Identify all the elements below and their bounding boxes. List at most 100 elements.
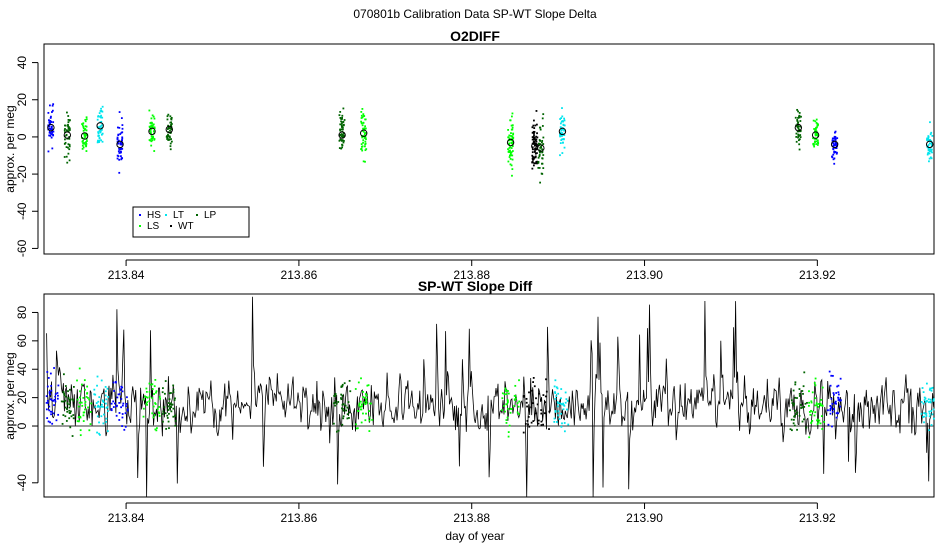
scatter-point-LS xyxy=(817,135,819,137)
scatter-point-LS xyxy=(152,136,155,139)
overlay-point-LS xyxy=(505,393,508,396)
scatter-point-HS xyxy=(50,136,53,139)
overlay-point-LP xyxy=(171,403,174,406)
scatter-point-LP xyxy=(65,129,68,132)
scatter-point-LP xyxy=(340,124,343,127)
scatter-point-HS xyxy=(836,137,839,140)
overlay-point-LP xyxy=(164,392,166,395)
overlay-point-LT xyxy=(93,393,96,396)
overlay-point-LS xyxy=(356,427,359,430)
scatter-point-HS xyxy=(117,133,120,136)
scatter-point-LP xyxy=(64,128,66,130)
scatter-point-WT xyxy=(531,126,534,129)
panel1-x-tick-label: 213.86 xyxy=(281,268,318,282)
overlay-point-HS xyxy=(49,398,52,401)
panel2-y-tick-label: 60 xyxy=(15,334,29,348)
overlay-point-LS xyxy=(355,427,358,430)
scatter-point-LP xyxy=(339,111,342,113)
overlay-point-HS xyxy=(113,402,116,405)
overlay-point-HS xyxy=(835,392,838,394)
legend-swatch-HS xyxy=(139,214,141,216)
overlay-point-HS xyxy=(55,419,58,422)
scatter-point-LS xyxy=(512,133,515,136)
overlay-point-LT xyxy=(106,387,109,390)
scatter-point-HS xyxy=(49,134,52,137)
panel1-y-tick-label: -60 xyxy=(15,239,29,257)
overlay-point-LT xyxy=(925,412,928,415)
overlay-point-LS xyxy=(365,394,368,397)
scatter-point-LP xyxy=(796,120,799,122)
overlay-point-LT xyxy=(560,388,563,390)
overlay-point-LT xyxy=(97,400,100,403)
overlay-point-HS xyxy=(46,385,49,388)
overlay-point-WT xyxy=(532,376,535,379)
overlay-point-LP xyxy=(341,394,344,397)
overlay-point-LS xyxy=(515,397,517,400)
overlay-point-LP xyxy=(793,409,796,412)
overlay-point-WT xyxy=(540,409,543,411)
scatter-point-LP xyxy=(541,125,544,127)
scatter-point-LT xyxy=(561,120,564,122)
scatter-point-LS xyxy=(362,141,364,144)
legend-box xyxy=(132,206,250,238)
scatter-point-LP xyxy=(167,124,169,127)
overlay-point-LP xyxy=(794,383,797,386)
scatter-point-HS xyxy=(121,136,124,139)
scatter-point-LP xyxy=(67,143,70,146)
scatter-point-LP xyxy=(797,130,800,133)
scatter-point-HS xyxy=(48,119,50,122)
scatter-point-LP xyxy=(169,142,172,145)
overlay-point-LP xyxy=(65,408,68,410)
scatter-point-LT xyxy=(101,116,104,119)
scatter-point-HS xyxy=(834,131,836,134)
overlay-point-LS xyxy=(155,391,157,394)
overlay-point-LP xyxy=(62,373,65,376)
overlay-point-LS xyxy=(516,402,519,405)
overlay-point-LS xyxy=(155,427,158,430)
overlay-point-LS xyxy=(87,396,89,399)
overlay-point-LP xyxy=(63,392,65,395)
scatter-point-LS xyxy=(363,115,366,117)
panel2-y-label: approx. per meg xyxy=(3,352,17,439)
group-mean-marker xyxy=(811,131,820,139)
overlay-point-LP xyxy=(68,406,71,409)
overlay-point-HS xyxy=(45,395,48,398)
overlay-point-HS xyxy=(827,423,830,426)
overlay-point-WT xyxy=(532,381,535,383)
overlay-point-LT xyxy=(563,430,566,433)
scatter-point-LP xyxy=(341,143,343,146)
overlay-point-HS xyxy=(113,390,115,392)
overlay-point-WT xyxy=(536,403,539,406)
scatter-point-WT xyxy=(532,136,535,139)
scatter-point-LP xyxy=(537,161,540,164)
scatter-point-WT xyxy=(532,143,535,145)
scatter-point-LP xyxy=(169,121,172,124)
overlay-point-HS xyxy=(112,406,115,408)
scatter-point-LS xyxy=(150,132,152,135)
scatter-point-LP xyxy=(64,131,66,134)
overlay-point-LS xyxy=(365,398,368,401)
overlay-point-HS xyxy=(48,390,51,393)
scatter-point-LS xyxy=(364,136,366,139)
scatter-point-HS xyxy=(833,151,836,154)
overlay-point-WT xyxy=(538,392,540,395)
overlay-point-WT xyxy=(540,420,543,423)
overlay-point-LT xyxy=(100,405,103,408)
scatter-point-HS xyxy=(121,127,124,130)
overlay-point-LT xyxy=(930,389,933,392)
scatter-point-LS xyxy=(364,118,367,121)
overlay-point-LP xyxy=(340,385,343,388)
scatter-point-LS xyxy=(510,141,513,144)
overlay-point-LT xyxy=(556,421,558,423)
panel2-x-tick-label: 213.90 xyxy=(626,511,663,525)
overlay-point-LS xyxy=(156,408,159,410)
scatter-point-LS xyxy=(81,124,84,127)
scatter-point-LP xyxy=(798,143,801,146)
overlay-point-LS xyxy=(503,393,506,396)
scatter-point-LP xyxy=(340,120,342,123)
overlay-point-HS xyxy=(829,409,832,412)
scatter-point-LS xyxy=(814,120,817,123)
overlay-point-HS xyxy=(835,402,837,405)
overlay-point-LS xyxy=(813,382,816,384)
scatter-point-LP xyxy=(538,126,541,129)
